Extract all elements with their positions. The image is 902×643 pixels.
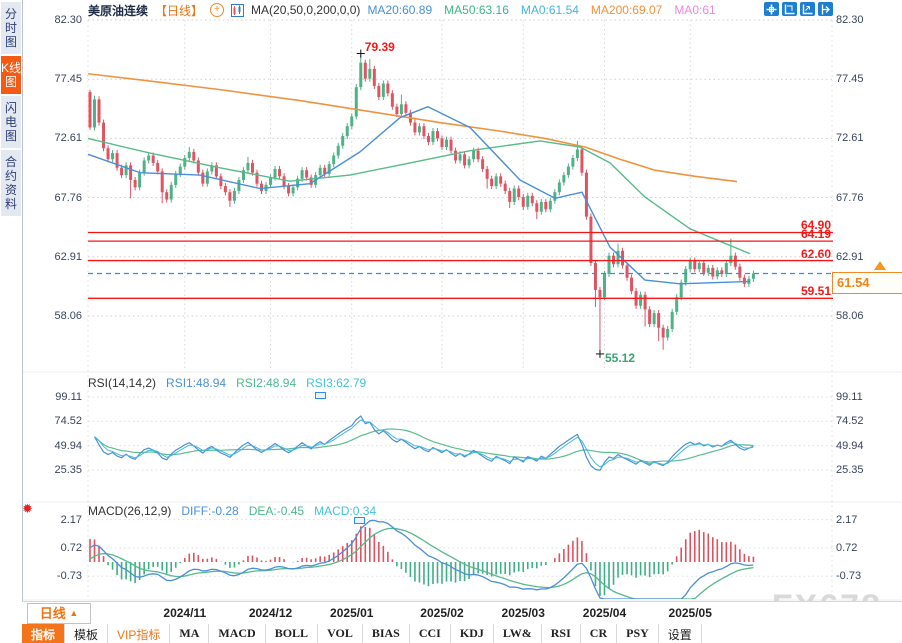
rsi-panel-resize-handle[interactable] <box>315 392 326 399</box>
ma-value-2: MA0:61.54 <box>520 3 579 17</box>
ma-value-0: MA20:60.89 <box>367 3 433 17</box>
chart-canvas[interactable] <box>0 0 902 601</box>
ma-value-3: MA200:69.07 <box>590 3 663 17</box>
rsi-axis-label-left-0: 99.11 <box>55 391 82 403</box>
toolbar-item-指标[interactable]: 指标 <box>22 624 66 643</box>
toolbar-item-VIP指标[interactable]: VIP指标 <box>108 624 171 643</box>
axis-scale-icon[interactable] <box>800 2 815 16</box>
ma-value-1: MA50:63.16 <box>444 3 509 17</box>
macd-axis-label-left-2: -0.73 <box>56 570 82 583</box>
level-label-59.51: 59.51 <box>800 284 831 299</box>
month-label-2025/05: 2025/05 <box>668 606 712 620</box>
circle-plus-icon[interactable]: + <box>210 3 225 17</box>
month-label-2025/03: 2025/03 <box>501 606 545 620</box>
high-price-annotation: 79.39 <box>364 39 395 54</box>
rsi-axis-label-left-1: 74.52 <box>54 415 82 428</box>
low-price-annotation: 55.12 <box>604 350 635 365</box>
rsi-name: RSI(14,14,2) <box>88 376 157 390</box>
toolbar-item-VOL[interactable]: VOL <box>318 624 363 643</box>
instrument-title: 美原油连续 <box>88 3 149 18</box>
rsi-value-2: RSI3:62.79 <box>306 376 367 390</box>
sidebar-tab-分时图[interactable]: 分时图 <box>1 2 21 54</box>
toolbar-item-CR[interactable]: CR <box>581 624 618 643</box>
toolbar-item-BOLL[interactable]: BOLL <box>266 624 319 643</box>
macd-panel-resize-handle[interactable] <box>354 517 365 524</box>
toolbar-item-PSY[interactable]: PSY <box>617 624 659 643</box>
sidebar-tab-合约资料[interactable]: 合约资料 <box>1 150 21 216</box>
price-axis-label-left-0: 82.30 <box>54 14 82 26</box>
rsi-axis-label-right-2: 49.94 <box>836 439 864 452</box>
rsi-axis-label-right-3: 25.35 <box>836 464 864 477</box>
crosshair-pan-icon[interactable] <box>764 2 779 16</box>
macd-value-2: MACD:0.34 <box>314 504 377 518</box>
price-axis-label-right-3: 67.76 <box>836 191 864 204</box>
period-tag: 【日线】 <box>155 3 204 18</box>
rsi-axis-label-left-2: 49.94 <box>54 439 82 452</box>
macd-axis-label-left-0: 2.17 <box>60 513 82 526</box>
price-axis-label-left-2: 72.61 <box>54 132 82 145</box>
macd-axis-label-right-2: -0.73 <box>836 570 862 583</box>
chart-type-sidebar: 分时图 K线图 闪电图 合约资料 <box>0 0 23 643</box>
month-label-2024/11: 2024/11 <box>163 606 207 620</box>
indicator-burst-icon[interactable]: ✹ <box>22 501 33 516</box>
toolbar-item-MACD[interactable]: MACD <box>209 624 266 643</box>
ma-value-4: MA0:61 <box>674 3 716 17</box>
period-dropdown-label: 日线 <box>39 606 66 621</box>
collapse-right-icon[interactable] <box>818 2 833 16</box>
x-axis-row: 日线 ▲ 2024/11 2024/12 2025/01 2025/02 2025/03… <box>22 601 902 626</box>
kline-chart-icon <box>231 3 245 17</box>
sidebar-tab-K线图[interactable]: K线图 <box>1 56 21 94</box>
toolbar-item-LW&[interactable]: LW& <box>494 624 542 643</box>
level-label-64.90: 64.90 <box>800 218 831 233</box>
current-price-badge: 61.54 <box>832 272 902 294</box>
month-label-2024/12: 2024/12 <box>248 606 293 620</box>
price-axis-label-left-3: 67.76 <box>54 191 82 204</box>
rsi-value-0: RSI1:48.94 <box>166 376 227 390</box>
price-axis-label-left-4: 62.91 <box>54 250 82 263</box>
period-dropdown-button[interactable]: 日线 ▲ <box>27 603 91 624</box>
price-axis-label-right-0: 82.30 <box>836 14 864 26</box>
toolbar-item-MA[interactable]: MA <box>170 624 210 643</box>
toolbar-item-BIAS[interactable]: BIAS <box>363 624 410 643</box>
rsi-axis-label-right-0: 99.11 <box>836 391 863 403</box>
axis-zoom-icon[interactable] <box>782 2 797 16</box>
toolbar-item-RSI[interactable]: RSI <box>542 624 581 643</box>
macd-header: MACD(26,12,9) DIFF:-0.28 DEA:-0.45 MACD:0.… <box>88 504 376 518</box>
chart-header: 美原油连续 【日线】 + MA(20,50,0,200,0,0) MA20:60… <box>88 2 716 18</box>
sidebar-tab-闪电图[interactable]: 闪电图 <box>1 96 21 148</box>
ma-values: MA20:60.89 MA50:63.16 MA0:61.54 MA200:69.07… <box>367 3 715 17</box>
price-up-arrow-icon <box>874 261 886 270</box>
rsi-value-1: RSI2:48.94 <box>236 376 297 390</box>
month-label-2025/01: 2025/01 <box>330 606 374 620</box>
macd-axis-label-right-0: 2.17 <box>836 513 858 526</box>
rsi-axis-label-left-3: 25.35 <box>54 464 82 477</box>
macd-name: MACD(26,12,9) <box>88 504 172 518</box>
macd-value-0: DIFF:-0.28 <box>181 504 239 518</box>
month-label-2025/04: 2025/04 <box>582 606 627 620</box>
chart-tools <box>764 2 833 16</box>
rsi-axis-label-right-1: 74.52 <box>836 415 864 428</box>
toolbar-item-设置[interactable]: 设置 <box>659 624 702 643</box>
macd-values: DIFF:-0.28 DEA:-0.45 MACD:0.34 <box>181 504 376 518</box>
indicator-toolbar: 指标 模板 VIP指标 MA MACD BOLL VOL BIAS CCI KDJ LW& RSI CR… <box>22 624 902 643</box>
toolbar-item-模板[interactable]: 模板 <box>65 624 109 643</box>
macd-axis-label-right-1: 0.72 <box>836 541 858 554</box>
toolbar-item-CCI[interactable]: CCI <box>410 624 451 643</box>
toolbar-item-KDJ[interactable]: KDJ <box>451 624 494 643</box>
month-label-2025/02: 2025/02 <box>420 606 464 620</box>
rsi-header: RSI(14,14,2) RSI1:48.94 RSI2:48.94 RSI3:62… <box>88 376 366 390</box>
macd-axis-label-left-1: 0.72 <box>60 541 82 554</box>
price-axis-label-right-4: 62.91 <box>836 250 864 263</box>
level-label-64.19: 64.19 <box>800 227 831 242</box>
price-axis-label-left-1: 77.45 <box>54 73 82 86</box>
dropdown-arrow-icon: ▲ <box>69 608 79 618</box>
macd-value-1: DEA:-0.45 <box>248 504 305 518</box>
rsi-values: RSI1:48.94 RSI2:48.94 RSI3:62.79 <box>166 376 366 390</box>
price-axis-label-right-1: 77.45 <box>836 73 864 86</box>
ma-settings-label: MA(20,50,0,200,0,0) <box>251 3 361 17</box>
price-axis-label-left-5: 58.06 <box>54 310 82 323</box>
price-axis-label-right-5: 58.06 <box>836 310 864 323</box>
price-axis-label-right-2: 72.61 <box>836 132 864 145</box>
